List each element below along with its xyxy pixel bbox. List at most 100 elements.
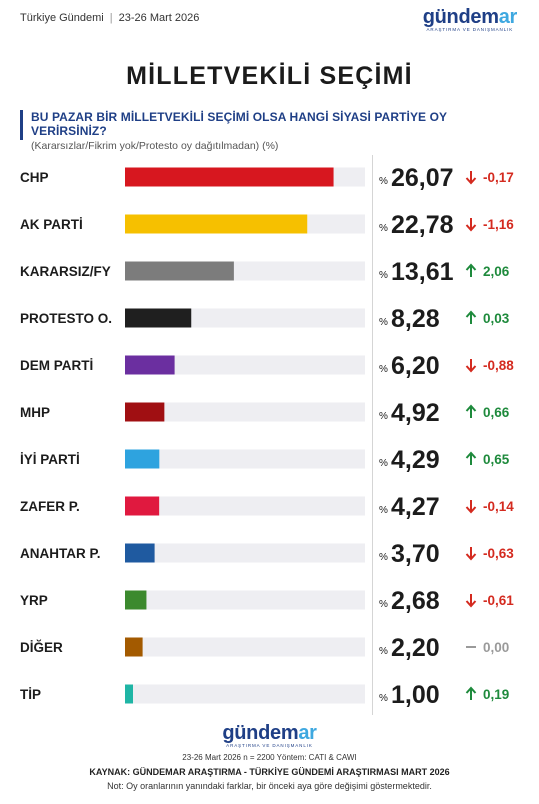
row-3-bar xyxy=(125,308,192,328)
footer-brand-tagline: ARAŞTIRMA VE DANIŞMANLIK xyxy=(226,743,313,748)
row-10-label: DİĞER xyxy=(20,640,63,655)
row-4-change: -0,88 xyxy=(483,358,514,373)
row-8-bar-track xyxy=(125,543,365,563)
brand-tagline: ARAŞTIRMA VE DANIŞMANLIK xyxy=(426,27,514,32)
row-8-value: 3,70 xyxy=(391,540,440,568)
row-11-value-prefix: % xyxy=(379,693,388,704)
row-5-change-arrow-up-icon xyxy=(465,404,477,418)
row-7-value: 4,27 xyxy=(391,493,440,521)
row-4-bar-track xyxy=(125,355,365,375)
row-5-value: 4,92 xyxy=(391,399,440,427)
row-8-change: -0,63 xyxy=(483,546,514,561)
row-2-change: 2,06 xyxy=(483,264,510,279)
row-1-change: -1,16 xyxy=(483,217,514,232)
row-6-value: 4,29 xyxy=(391,446,440,474)
row-0-value-prefix: % xyxy=(379,176,388,187)
header-date: 23-26 Mart 2026 xyxy=(118,12,200,24)
row-5-change: 0,66 xyxy=(483,405,510,420)
row-9-change-arrow-down-icon xyxy=(465,594,477,608)
row-2-bar xyxy=(125,261,234,281)
row-6-change-arrow-up-icon xyxy=(465,451,477,465)
row-8-value-prefix: % xyxy=(379,552,388,563)
row-3-label: PROTESTO O. xyxy=(20,311,112,326)
row-11-change: 0,19 xyxy=(483,687,509,702)
row-8-change-arrow-down-icon xyxy=(465,547,477,561)
question-block: BU PAZAR BİR MİLLETVEKİLİ SEÇİMİ OLSA HA… xyxy=(20,110,525,152)
row-9-change: -0,61 xyxy=(483,593,514,608)
row-7-change: -0,14 xyxy=(483,499,514,514)
row-9-bar-track xyxy=(125,590,365,610)
row-3-change: 0,03 xyxy=(483,311,510,326)
row-4-change-arrow-down-icon xyxy=(465,359,477,373)
row-4-bar xyxy=(125,355,175,375)
row-6-bar xyxy=(125,449,160,469)
row-0-change-arrow-down-icon xyxy=(465,171,477,185)
header-label: Türkiye Gündemi xyxy=(20,12,104,24)
row-7-change-arrow-down-icon xyxy=(465,500,477,514)
row-9-label: YRP xyxy=(20,593,48,608)
page-title: MİLLETVEKİLİ SEÇİMİ xyxy=(126,62,413,90)
question-note: (Kararsızlar/Fikrim yok/Protesto oy dağı… xyxy=(31,140,279,152)
header-separator: | xyxy=(109,12,113,24)
row-0-bar xyxy=(125,167,334,187)
row-7-label: ZAFER P. xyxy=(20,499,80,514)
row-9-value: 2,68 xyxy=(391,587,440,615)
footer-method: 23-26 Mart 2026 n = 2200 Yöntem: CATI & … xyxy=(182,753,357,762)
brand-name-main: gündem xyxy=(422,6,499,28)
row-4-value: 6,20 xyxy=(391,352,440,380)
row-1-value-prefix: % xyxy=(379,223,388,234)
row-11-value: 1,00 xyxy=(391,681,440,709)
row-7-value-prefix: % xyxy=(379,505,388,516)
row-3-value: 8,28 xyxy=(391,305,440,333)
row-2-value: 13,61 xyxy=(391,258,454,286)
row-2-label: KARARSIZ/FY xyxy=(20,264,111,279)
row-0-label: CHP xyxy=(20,170,49,185)
brand-name-accent: ar xyxy=(498,6,518,28)
row-1-change-arrow-down-icon xyxy=(465,218,477,232)
row-10-bar-track xyxy=(125,637,365,657)
row-7-bar-track xyxy=(125,496,365,516)
row-9-bar xyxy=(125,590,147,610)
row-9-value-prefix: % xyxy=(379,599,388,610)
question-text: BU PAZAR BİR MİLLETVEKİLİ SEÇİMİ OLSA HA… xyxy=(31,110,447,138)
row-0-value: 26,07 xyxy=(391,164,454,192)
row-10-value-prefix: % xyxy=(379,646,388,657)
row-6-label: İYİ PARTİ xyxy=(20,452,80,467)
footer-source: KAYNAK: GÜNDEMAR ARAŞTIRMA - TÜRKİYE GÜN… xyxy=(89,767,450,777)
row-4-value-prefix: % xyxy=(379,364,388,375)
row-1-value: 22,78 xyxy=(391,211,454,239)
footer-brand-name-main: gündem xyxy=(222,722,299,744)
row-2-change-arrow-up-icon xyxy=(465,263,477,277)
row-8-bar xyxy=(125,543,155,563)
row-11-bar xyxy=(125,684,133,704)
row-10-change: 0,00 xyxy=(483,640,509,655)
row-5-label: MHP xyxy=(20,405,50,420)
column-divider xyxy=(372,155,373,715)
row-10-value: 2,20 xyxy=(391,634,440,662)
row-11-label: TİP xyxy=(20,687,41,702)
header-meta: Türkiye Gündemi | 23-26 Mart 2026 xyxy=(20,12,199,24)
footer: gündemar ARAŞTIRMA VE DANIŞMANLIK 23-26 … xyxy=(0,722,539,791)
footer-brand-logo: gündemar ARAŞTIRMA VE DANIŞMANLIK xyxy=(222,722,317,748)
row-8-label: ANAHTAR P. xyxy=(20,546,101,561)
top-bar: Türkiye Gündemi | 23-26 Mart 2026 gündemar… xyxy=(0,0,539,40)
row-6-change: 0,65 xyxy=(483,452,510,467)
brand-logo: gündemar ARAŞTIRMA VE DANIŞMANLIK xyxy=(422,6,518,32)
row-1-label: AK PARTİ xyxy=(20,217,83,232)
row-2-value-prefix: % xyxy=(379,270,388,281)
row-5-bar-track xyxy=(125,402,365,422)
row-0-change: -0,17 xyxy=(483,170,514,185)
row-10-bar xyxy=(125,637,143,657)
row-4-label: DEM PARTİ xyxy=(20,358,93,373)
footer-note: Not: Oy oranlarının yanındaki farklar, b… xyxy=(107,781,432,791)
row-3-value-prefix: % xyxy=(379,317,388,328)
row-6-value-prefix: % xyxy=(379,458,388,469)
row-11-bar-track xyxy=(125,684,365,704)
row-11-change-arrow-up-icon xyxy=(465,686,477,700)
row-5-value-prefix: % xyxy=(379,411,388,422)
row-3-change-arrow-up-icon xyxy=(465,310,477,324)
row-6-bar-track xyxy=(125,449,365,469)
row-5-bar xyxy=(125,402,165,422)
row-1-bar xyxy=(125,214,308,234)
